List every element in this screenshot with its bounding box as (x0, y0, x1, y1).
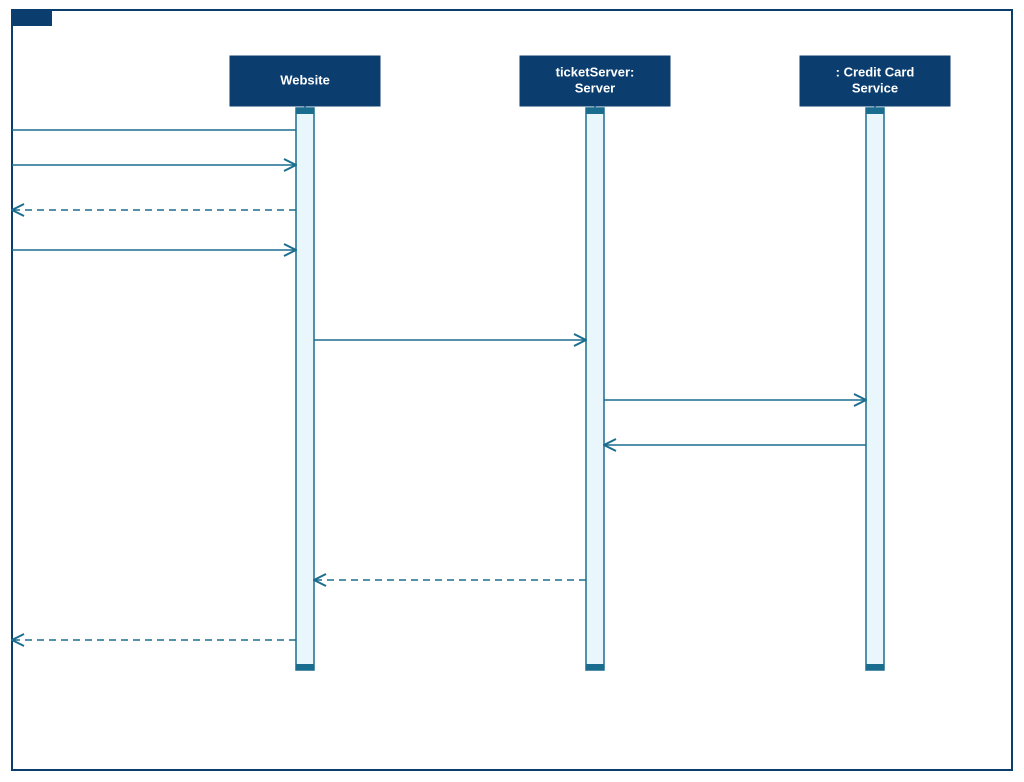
sequence-diagram: Website ticketServer:Server : Credit CardS… (0, 0, 1024, 782)
lifeline-label-website: Website (280, 72, 330, 87)
lifeline-label-creditCard: Service (852, 80, 898, 95)
diagram-frame-tab (12, 10, 52, 26)
diagram-frame (12, 10, 1012, 770)
lifeline-label-ticketServer: ticketServer: (556, 64, 635, 79)
activation-cap-top-creditCard (866, 108, 884, 114)
activation-creditCard (866, 108, 884, 670)
activation-website (296, 108, 314, 670)
activation-ticketServer (586, 108, 604, 670)
activation-cap-bottom-creditCard (866, 664, 884, 670)
lifeline-label-ticketServer: Server (575, 80, 615, 95)
activation-cap-bottom-ticketServer (586, 664, 604, 670)
activation-cap-top-website (296, 108, 314, 114)
activation-cap-top-ticketServer (586, 108, 604, 114)
lifeline-label-creditCard: : Credit Card (836, 64, 915, 79)
activation-cap-bottom-website (296, 664, 314, 670)
